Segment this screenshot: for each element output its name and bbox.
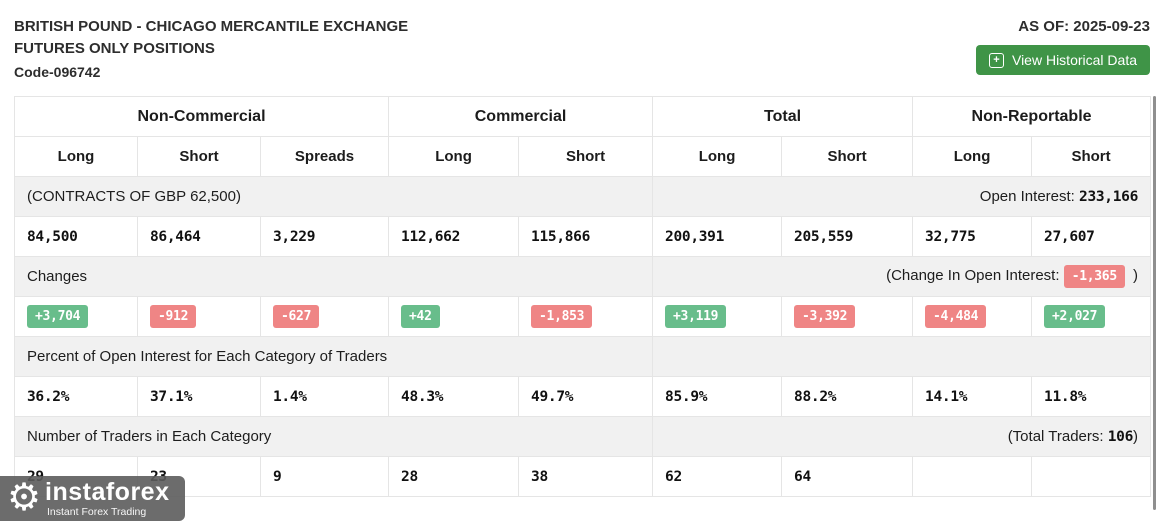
report-title-line2: FUTURES ONLY POSITIONS: [14, 40, 215, 57]
position-cell: 200,391: [652, 216, 783, 257]
page-header: BRITISH POUND - CHICAGO MERCANTILE EXCHA…: [0, 0, 1164, 83]
col-nc-spreads: Spreads: [259, 136, 390, 177]
changes-label: Changes: [13, 256, 654, 297]
change-cell: +42: [388, 296, 520, 337]
percent-cell: 49.7%: [518, 376, 654, 417]
change-oi-suffix: ): [1133, 267, 1139, 284]
total-traders-prefix: (Total Traders:: [1007, 428, 1104, 445]
total-traders-value: 106: [1107, 429, 1134, 445]
report-title-line1: BRITISH POUND - CHICAGO MERCANTILE EXCHA…: [14, 18, 409, 35]
column-header-row: Long Short Spreads Long Short Long Short…: [14, 136, 1152, 177]
traders-label-row: Number of Traders in Each Category (Tota…: [13, 416, 1152, 457]
change-cell: -3,392: [781, 296, 914, 337]
change-cell: -1,853: [518, 296, 654, 337]
group-non-commercial: Non-Commercial: [13, 96, 390, 137]
positions-row: 84,500 86,464 3,229 112,662 115,866 200,…: [14, 216, 1152, 257]
vertical-scrollbar[interactable]: [1153, 96, 1156, 510]
col-t-short: Short: [781, 136, 914, 177]
cot-report-table: Non-Commercial Commercial Total Non-Repo…: [13, 96, 1152, 497]
change-badge: -4,484: [925, 305, 987, 328]
watermark-tagline: Instant Forex Trading: [47, 505, 147, 518]
group-header-row: Non-Commercial Commercial Total Non-Repo…: [13, 96, 1152, 137]
percent-cell: 37.1%: [137, 376, 261, 417]
as-of-date: AS OF: 2025-09-23: [1018, 18, 1150, 35]
percent-cell: 85.9%: [652, 376, 783, 417]
change-cell: -627: [259, 296, 390, 337]
position-cell: 86,464: [137, 216, 261, 257]
traders-cell: 9: [259, 456, 390, 497]
total-traders-suffix: ): [1133, 428, 1139, 445]
group-total: Total: [652, 96, 914, 137]
group-commercial: Commercial: [388, 96, 654, 137]
traders-cell: 28: [388, 456, 520, 497]
change-cell: +3,704: [14, 296, 138, 337]
percent-row: 36.2% 37.1% 1.4% 48.3% 49.7% 85.9% 88.2%…: [14, 376, 1152, 417]
position-cell: 32,775: [912, 216, 1033, 257]
change-cell: +2,027: [1031, 296, 1152, 337]
gear-logo-icon: ⚙: [6, 477, 42, 519]
open-interest-cell: Open Interest: 233,166: [652, 176, 1152, 217]
col-nc-long: Long: [14, 136, 138, 177]
changes-label-row: Changes (Change In Open Interest: -1,365…: [13, 256, 1152, 297]
traders-label: Number of Traders in Each Category: [13, 416, 654, 457]
change-badge: +3,704: [27, 305, 89, 328]
contracts-row: (CONTRACTS OF GBP 62,500) Open Interest:…: [13, 176, 1152, 217]
percent-label-spacer: [652, 336, 1152, 377]
change-badge: -3,392: [794, 305, 856, 328]
change-badge: -627: [273, 305, 320, 328]
position-cell: 27,607: [1031, 216, 1152, 257]
percent-cell: 11.8%: [1031, 376, 1152, 417]
col-nc-short: Short: [137, 136, 261, 177]
position-cell: 112,662: [388, 216, 520, 257]
traders-cell: 64: [781, 456, 914, 497]
change-badge: -912: [150, 305, 197, 328]
traders-cell: [1031, 456, 1152, 497]
instaforex-watermark: ⚙ instaforex Instant Forex Trading: [0, 476, 185, 521]
percent-cell: 1.4%: [259, 376, 390, 417]
position-cell: 205,559: [781, 216, 914, 257]
traders-cell: 38: [518, 456, 654, 497]
view-historical-data-label: View Historical Data: [1011, 52, 1137, 68]
position-cell: 115,866: [518, 216, 654, 257]
change-cell: +3,119: [652, 296, 783, 337]
traders-cell: [912, 456, 1033, 497]
total-traders-cell: (Total Traders: 106): [652, 416, 1152, 457]
change-badge: -1,853: [531, 305, 593, 328]
report-code: Code-096742: [14, 64, 101, 80]
change-badge: +2,027: [1044, 305, 1106, 328]
col-c-long: Long: [388, 136, 520, 177]
traders-cell: 62: [652, 456, 783, 497]
col-nr-long: Long: [912, 136, 1033, 177]
watermark-text: instaforex Instant Forex Trading: [45, 477, 170, 518]
changes-row: +3,704 -912 -627 +42 -1,853 +3,119 -3,39…: [14, 296, 1152, 337]
open-interest-value: 233,166: [1079, 189, 1139, 205]
col-c-short: Short: [518, 136, 654, 177]
percent-label-row: Percent of Open Interest for Each Catego…: [13, 336, 1152, 377]
col-nr-short: Short: [1031, 136, 1152, 177]
percent-cell: 36.2%: [14, 376, 138, 417]
calendar-plus-icon: [988, 52, 1004, 68]
percent-cell: 48.3%: [388, 376, 520, 417]
watermark-brand: instaforex: [45, 477, 170, 506]
position-cell: 3,229: [259, 216, 390, 257]
change-cell: -4,484: [912, 296, 1033, 337]
change-badge: +42: [401, 305, 440, 328]
percent-cell: 88.2%: [781, 376, 914, 417]
change-oi-badge: -1,365: [1063, 265, 1125, 288]
change-oi-prefix: (Change In Open Interest:: [886, 267, 1060, 284]
report-title: BRITISH POUND - CHICAGO MERCANTILE EXCHA…: [14, 16, 408, 83]
position-cell: 84,500: [14, 216, 138, 257]
col-t-long: Long: [652, 136, 783, 177]
change-badge: +3,119: [665, 305, 727, 328]
contracts-label: (CONTRACTS OF GBP 62,500): [13, 176, 654, 217]
view-historical-data-button[interactable]: View Historical Data: [975, 45, 1150, 75]
percent-cell: 14.1%: [912, 376, 1033, 417]
percent-label: Percent of Open Interest for Each Catego…: [13, 336, 654, 377]
open-interest-label: Open Interest:: [979, 188, 1075, 205]
header-right: AS OF: 2025-09-23 View Historical Data: [975, 16, 1150, 75]
change-cell: -912: [137, 296, 261, 337]
group-non-reportable: Non-Reportable: [912, 96, 1152, 137]
change-open-interest-cell: (Change In Open Interest: -1,365 ): [652, 256, 1152, 297]
